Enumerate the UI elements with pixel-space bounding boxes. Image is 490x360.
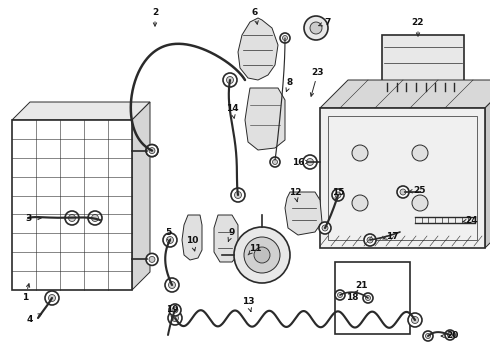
- Text: 13: 13: [242, 297, 254, 306]
- Text: 12: 12: [289, 188, 301, 197]
- Circle shape: [146, 145, 158, 157]
- Text: 11: 11: [249, 243, 261, 252]
- Circle shape: [244, 237, 280, 273]
- Circle shape: [303, 155, 317, 169]
- Circle shape: [272, 159, 277, 165]
- Text: 6: 6: [252, 8, 258, 17]
- Text: 25: 25: [414, 185, 426, 194]
- Polygon shape: [214, 215, 238, 262]
- Text: 5: 5: [165, 228, 171, 237]
- Circle shape: [149, 148, 155, 154]
- Text: 23: 23: [312, 68, 324, 77]
- Polygon shape: [12, 102, 150, 120]
- Circle shape: [352, 195, 368, 211]
- Text: 18: 18: [346, 293, 358, 302]
- Text: 7: 7: [325, 18, 331, 27]
- Text: 24: 24: [466, 216, 478, 225]
- Bar: [320, 108, 485, 248]
- Circle shape: [335, 192, 341, 198]
- Text: 9: 9: [229, 228, 235, 237]
- Polygon shape: [132, 102, 150, 290]
- Circle shape: [332, 189, 344, 201]
- Circle shape: [352, 145, 368, 161]
- Circle shape: [447, 333, 452, 338]
- Text: 10: 10: [186, 235, 198, 244]
- Circle shape: [88, 211, 102, 225]
- Circle shape: [412, 195, 428, 211]
- Polygon shape: [238, 18, 278, 80]
- Circle shape: [226, 77, 234, 84]
- Text: 15: 15: [332, 188, 344, 197]
- Polygon shape: [485, 80, 490, 248]
- Text: 20: 20: [446, 332, 458, 341]
- Circle shape: [235, 192, 242, 198]
- Circle shape: [310, 22, 322, 34]
- Circle shape: [408, 313, 422, 327]
- Bar: [12, 120, 132, 290]
- Bar: [335, 262, 410, 334]
- Circle shape: [283, 36, 288, 41]
- Circle shape: [397, 186, 409, 198]
- Circle shape: [412, 145, 428, 161]
- Circle shape: [146, 145, 158, 157]
- Circle shape: [69, 215, 75, 221]
- Circle shape: [149, 148, 155, 154]
- Text: 8: 8: [287, 77, 293, 86]
- Polygon shape: [285, 192, 322, 235]
- Circle shape: [172, 307, 178, 313]
- Circle shape: [307, 158, 314, 166]
- Circle shape: [319, 222, 331, 234]
- Circle shape: [364, 234, 376, 246]
- Circle shape: [169, 282, 175, 288]
- Circle shape: [445, 330, 455, 340]
- Circle shape: [254, 247, 270, 263]
- Circle shape: [423, 331, 433, 341]
- Circle shape: [425, 333, 431, 338]
- Circle shape: [168, 311, 182, 325]
- Circle shape: [146, 253, 158, 265]
- Circle shape: [338, 292, 343, 297]
- Polygon shape: [182, 215, 202, 260]
- Circle shape: [280, 33, 290, 43]
- Circle shape: [366, 296, 370, 301]
- Text: 2: 2: [152, 8, 158, 17]
- Polygon shape: [320, 80, 490, 108]
- Circle shape: [412, 316, 418, 324]
- Circle shape: [149, 256, 155, 262]
- Circle shape: [65, 211, 79, 225]
- Text: 17: 17: [386, 231, 398, 240]
- Circle shape: [335, 290, 345, 300]
- Circle shape: [223, 73, 237, 87]
- Circle shape: [92, 215, 98, 221]
- Circle shape: [167, 237, 173, 243]
- Circle shape: [165, 278, 179, 292]
- Circle shape: [172, 315, 178, 321]
- Text: 16: 16: [292, 158, 304, 166]
- Bar: [328, 116, 477, 240]
- Circle shape: [234, 227, 290, 283]
- Text: 4: 4: [27, 315, 33, 324]
- Bar: [382, 35, 464, 83]
- Circle shape: [270, 157, 280, 167]
- Circle shape: [400, 189, 406, 195]
- Text: 14: 14: [226, 104, 238, 113]
- Circle shape: [45, 291, 59, 305]
- Circle shape: [367, 237, 373, 243]
- Circle shape: [322, 225, 328, 231]
- Circle shape: [49, 294, 55, 302]
- Text: 21: 21: [356, 280, 368, 289]
- Text: 22: 22: [412, 18, 424, 27]
- Circle shape: [363, 293, 373, 303]
- Text: 19: 19: [166, 306, 178, 315]
- Circle shape: [304, 16, 328, 40]
- Circle shape: [169, 304, 181, 316]
- Text: 1: 1: [22, 293, 28, 302]
- Polygon shape: [245, 88, 285, 150]
- Circle shape: [231, 188, 245, 202]
- Circle shape: [163, 233, 177, 247]
- Text: 3: 3: [25, 213, 31, 222]
